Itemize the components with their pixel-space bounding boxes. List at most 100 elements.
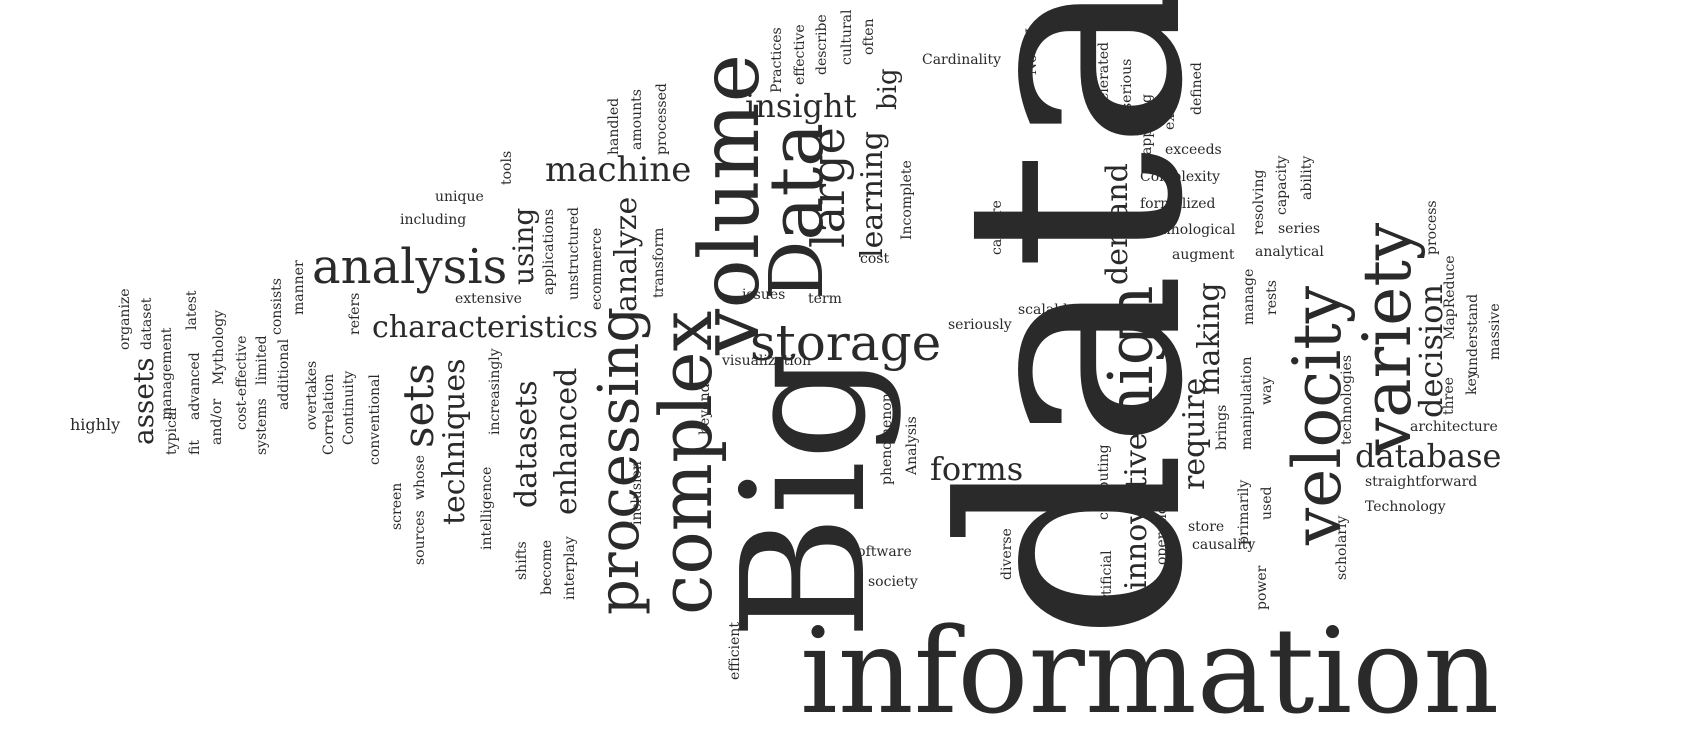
word-76: visualization bbox=[722, 353, 812, 369]
word-28: analyze bbox=[609, 196, 644, 312]
word-97: applying bbox=[1139, 93, 1155, 155]
word-88: capture bbox=[989, 200, 1005, 255]
word-132: computing bbox=[1096, 444, 1112, 520]
word-108: series bbox=[1278, 221, 1321, 237]
word-96: serious bbox=[1119, 58, 1135, 110]
word-69: transform bbox=[651, 227, 667, 298]
word-126: manipulation bbox=[1239, 356, 1255, 450]
word-102: formalized bbox=[1140, 196, 1216, 212]
word-121: Technology bbox=[1365, 499, 1446, 515]
word-34: dataset bbox=[139, 297, 155, 350]
word-44: limited bbox=[254, 335, 270, 385]
word-133: operations bbox=[1154, 489, 1170, 565]
word-79: Practices bbox=[769, 27, 785, 93]
word-84: Cardinality bbox=[922, 52, 1002, 68]
word-30: assets bbox=[127, 357, 160, 445]
word-52: conventional bbox=[367, 374, 383, 465]
word-42: cost-effective bbox=[234, 335, 250, 430]
word-63: interplay bbox=[562, 536, 578, 600]
word-130: causality bbox=[1192, 537, 1256, 553]
word-50: Continuity bbox=[341, 370, 357, 445]
word-67: unstructured bbox=[566, 207, 582, 300]
word-103: technological bbox=[1140, 222, 1236, 238]
word-64: inclusion bbox=[629, 461, 645, 525]
word-129: store bbox=[1188, 519, 1225, 535]
word-86: phenomenon bbox=[879, 393, 895, 485]
word-54: sources bbox=[412, 510, 428, 565]
word-38: advanced bbox=[187, 352, 203, 420]
word-62: become bbox=[539, 539, 555, 595]
word-59: increasingly bbox=[487, 348, 503, 435]
word-72: processed bbox=[654, 83, 670, 155]
word-92: society bbox=[868, 574, 918, 590]
word-75: term bbox=[808, 291, 842, 307]
word-71: amounts bbox=[629, 89, 645, 150]
word-27: making bbox=[1192, 282, 1227, 395]
word-16: machine bbox=[545, 150, 692, 190]
word-15: database bbox=[1355, 437, 1502, 475]
word-85: NoSQL bbox=[1024, 23, 1040, 75]
word-81: describe bbox=[814, 14, 830, 75]
word-113: MapReduce bbox=[1442, 255, 1458, 340]
word-117: three bbox=[1441, 377, 1457, 415]
word-128: used bbox=[1259, 486, 1275, 520]
word-125: brings bbox=[1214, 404, 1230, 450]
word-1: Big bbox=[706, 351, 904, 640]
word-120: straightforward bbox=[1365, 474, 1478, 490]
word-9: high bbox=[1094, 285, 1167, 425]
word-82: cultural bbox=[839, 9, 855, 66]
word-60: intelligence bbox=[479, 466, 495, 550]
word-33: organize bbox=[117, 288, 133, 350]
word-122: scholarly bbox=[1334, 515, 1350, 580]
word-10: storage bbox=[750, 314, 942, 372]
word-91: software bbox=[850, 544, 912, 560]
word-39: fit bbox=[187, 440, 203, 455]
word-11: analysis bbox=[312, 239, 508, 295]
word-47: manner bbox=[291, 260, 307, 315]
word-61: shifts bbox=[514, 541, 530, 580]
word-20: innovative bbox=[1119, 432, 1154, 591]
word-90: scalable bbox=[1018, 302, 1076, 318]
word-116: key bbox=[1464, 370, 1480, 395]
word-25: demand bbox=[1100, 163, 1135, 285]
word-40: and/or bbox=[209, 398, 225, 445]
word-18: forms bbox=[930, 450, 1024, 488]
word-80: effective bbox=[792, 24, 808, 85]
word-23: techniques bbox=[437, 358, 472, 525]
word-13: sets bbox=[394, 363, 443, 448]
word-31: big bbox=[873, 68, 903, 110]
word-4: complex bbox=[644, 310, 728, 615]
word-53: screen bbox=[389, 482, 405, 530]
word-118: technologies bbox=[1339, 354, 1355, 445]
word-105: resolving bbox=[1251, 169, 1267, 235]
word-70: handled bbox=[606, 97, 622, 155]
word-22: datasets bbox=[509, 380, 544, 508]
word-78: Incomplete bbox=[899, 160, 915, 240]
word-37: typical bbox=[164, 407, 180, 455]
word-101: Complexity bbox=[1140, 169, 1221, 185]
word-110: process bbox=[1424, 200, 1440, 255]
word-41: Mythology bbox=[211, 309, 227, 385]
word-93: efficient bbox=[727, 622, 743, 680]
word-32: highly bbox=[70, 415, 121, 434]
word-99: defined bbox=[1189, 62, 1205, 115]
word-89: seriously bbox=[948, 317, 1012, 333]
word-134: artificial bbox=[1099, 550, 1115, 610]
word-94: diverse bbox=[999, 528, 1015, 580]
word-127: primarily bbox=[1236, 479, 1252, 545]
word-131: power bbox=[1254, 565, 1270, 610]
word-107: ability bbox=[1299, 155, 1315, 200]
word-104: augment bbox=[1172, 247, 1235, 263]
word-58: extensive bbox=[455, 291, 522, 307]
word-24: learning bbox=[855, 130, 890, 258]
word-114: understand bbox=[1465, 293, 1481, 375]
word-12: large bbox=[801, 127, 855, 248]
word-124: way bbox=[1259, 376, 1275, 405]
word-51: refers bbox=[347, 292, 363, 335]
word-111: manage bbox=[1241, 268, 1257, 325]
word-43: systems bbox=[254, 398, 270, 455]
word-109: analytical bbox=[1255, 244, 1324, 260]
word-95: accelerated bbox=[1096, 42, 1112, 125]
word-68: ecommerce bbox=[589, 227, 605, 310]
